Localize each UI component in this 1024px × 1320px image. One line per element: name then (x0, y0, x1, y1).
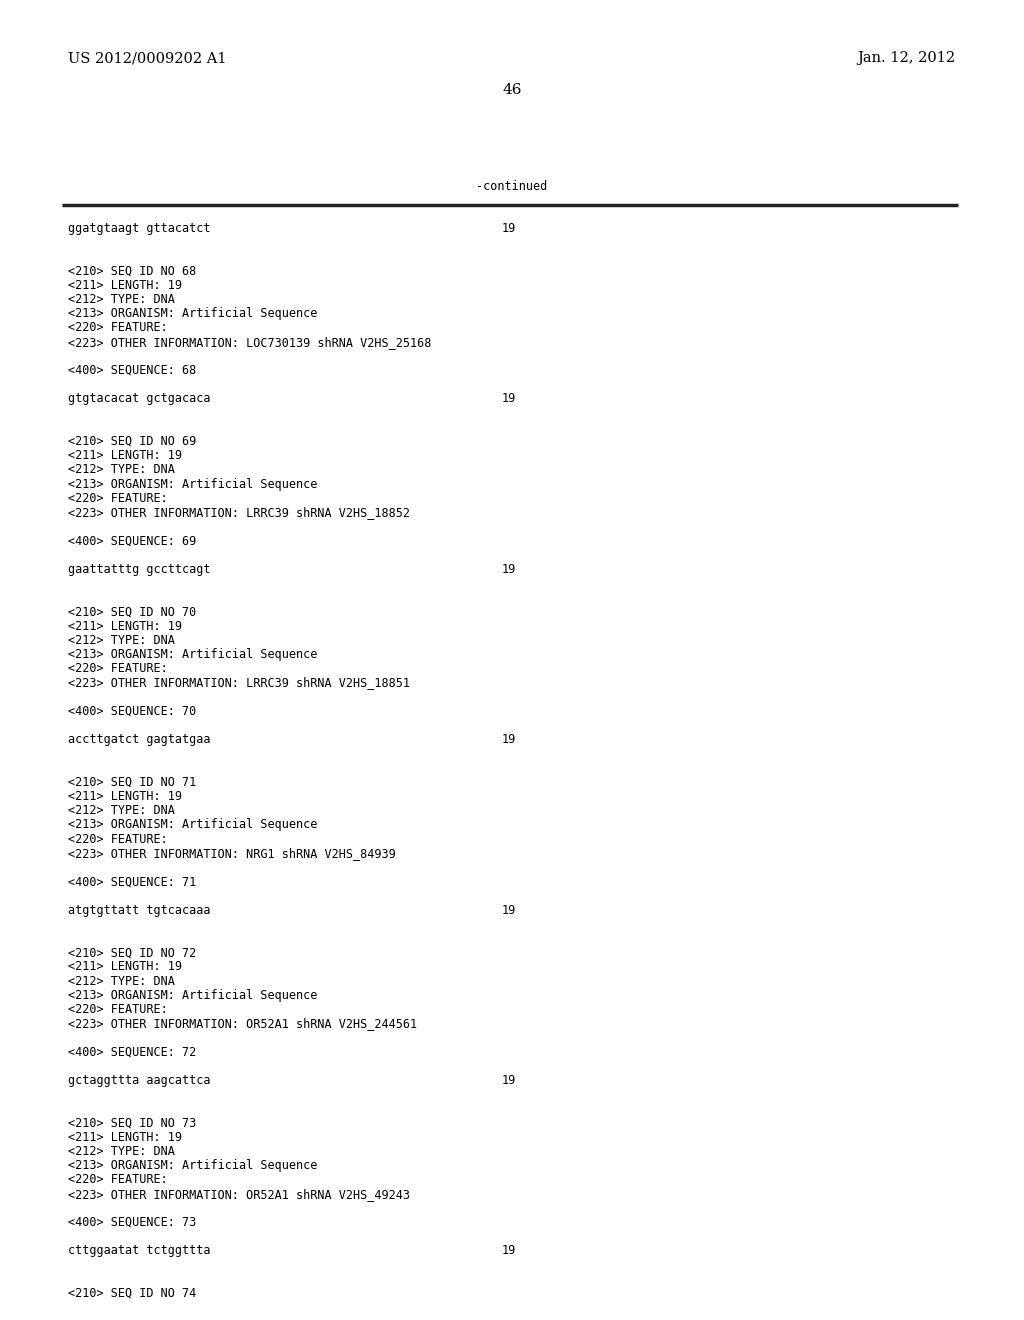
Text: <223> OTHER INFORMATION: NRG1 shRNA V2HS_84939: <223> OTHER INFORMATION: NRG1 shRNA V2HS… (68, 847, 395, 859)
Text: 19: 19 (502, 562, 516, 576)
Text: cttggaatat tctggttta: cttggaatat tctggttta (68, 1245, 211, 1258)
Text: <211> LENGTH: 19: <211> LENGTH: 19 (68, 279, 182, 292)
Text: <212> TYPE: DNA: <212> TYPE: DNA (68, 974, 175, 987)
Text: <212> TYPE: DNA: <212> TYPE: DNA (68, 1144, 175, 1158)
Text: <210> SEQ ID NO 70: <210> SEQ ID NO 70 (68, 606, 197, 618)
Text: <400> SEQUENCE: 71: <400> SEQUENCE: 71 (68, 875, 197, 888)
Text: <213> ORGANISM: Artificial Sequence: <213> ORGANISM: Artificial Sequence (68, 648, 317, 661)
Text: US 2012/0009202 A1: US 2012/0009202 A1 (68, 51, 226, 65)
Text: <213> ORGANISM: Artificial Sequence: <213> ORGANISM: Artificial Sequence (68, 818, 317, 832)
Text: 19: 19 (502, 1074, 516, 1086)
Text: <400> SEQUENCE: 70: <400> SEQUENCE: 70 (68, 705, 197, 718)
Text: <210> SEQ ID NO 72: <210> SEQ ID NO 72 (68, 946, 197, 960)
Text: <211> LENGTH: 19: <211> LENGTH: 19 (68, 449, 182, 462)
Text: <210> SEQ ID NO 74: <210> SEQ ID NO 74 (68, 1287, 197, 1300)
Text: <400> SEQUENCE: 72: <400> SEQUENCE: 72 (68, 1045, 197, 1059)
Text: <211> LENGTH: 19: <211> LENGTH: 19 (68, 789, 182, 803)
Text: <400> SEQUENCE: 69: <400> SEQUENCE: 69 (68, 535, 197, 548)
Text: 19: 19 (502, 1245, 516, 1258)
Text: <220> FEATURE:: <220> FEATURE: (68, 1173, 168, 1187)
Text: <211> LENGTH: 19: <211> LENGTH: 19 (68, 1131, 182, 1144)
Text: <220> FEATURE:: <220> FEATURE: (68, 492, 168, 504)
Text: gctaggttta aagcattca: gctaggttta aagcattca (68, 1074, 211, 1086)
Text: <213> ORGANISM: Artificial Sequence: <213> ORGANISM: Artificial Sequence (68, 308, 317, 321)
Text: atgtgttatt tgtcacaaa: atgtgttatt tgtcacaaa (68, 904, 211, 916)
Text: 19: 19 (502, 222, 516, 235)
Text: <210> SEQ ID NO 71: <210> SEQ ID NO 71 (68, 776, 197, 789)
Text: <220> FEATURE:: <220> FEATURE: (68, 833, 168, 846)
Text: <223> OTHER INFORMATION: LOC730139 shRNA V2HS_25168: <223> OTHER INFORMATION: LOC730139 shRNA… (68, 335, 431, 348)
Text: <213> ORGANISM: Artificial Sequence: <213> ORGANISM: Artificial Sequence (68, 1159, 317, 1172)
Text: 46: 46 (502, 83, 522, 96)
Text: <220> FEATURE:: <220> FEATURE: (68, 663, 168, 676)
Text: <212> TYPE: DNA: <212> TYPE: DNA (68, 293, 175, 306)
Text: <213> ORGANISM: Artificial Sequence: <213> ORGANISM: Artificial Sequence (68, 989, 317, 1002)
Text: <223> OTHER INFORMATION: OR52A1 shRNA V2HS_49243: <223> OTHER INFORMATION: OR52A1 shRNA V2… (68, 1188, 410, 1201)
Text: <213> ORGANISM: Artificial Sequence: <213> ORGANISM: Artificial Sequence (68, 478, 317, 491)
Text: <210> SEQ ID NO 68: <210> SEQ ID NO 68 (68, 264, 197, 277)
Text: <223> OTHER INFORMATION: OR52A1 shRNA V2HS_244561: <223> OTHER INFORMATION: OR52A1 shRNA V2… (68, 1018, 417, 1030)
Text: <400> SEQUENCE: 73: <400> SEQUENCE: 73 (68, 1216, 197, 1229)
Text: <220> FEATURE:: <220> FEATURE: (68, 321, 168, 334)
Text: <220> FEATURE:: <220> FEATURE: (68, 1003, 168, 1016)
Text: <223> OTHER INFORMATION: LRRC39 shRNA V2HS_18851: <223> OTHER INFORMATION: LRRC39 shRNA V2… (68, 676, 410, 689)
Text: <223> OTHER INFORMATION: LRRC39 shRNA V2HS_18852: <223> OTHER INFORMATION: LRRC39 shRNA V2… (68, 506, 410, 519)
Text: <211> LENGTH: 19: <211> LENGTH: 19 (68, 961, 182, 973)
Text: <400> SEQUENCE: 68: <400> SEQUENCE: 68 (68, 364, 197, 378)
Text: <212> TYPE: DNA: <212> TYPE: DNA (68, 804, 175, 817)
Text: -continued: -continued (476, 180, 548, 193)
Text: <210> SEQ ID NO 69: <210> SEQ ID NO 69 (68, 436, 197, 447)
Text: 19: 19 (502, 904, 516, 916)
Text: Jan. 12, 2012: Jan. 12, 2012 (857, 51, 955, 65)
Text: ggatgtaagt gttacatct: ggatgtaagt gttacatct (68, 222, 211, 235)
Text: 19: 19 (502, 733, 516, 746)
Text: accttgatct gagtatgaa: accttgatct gagtatgaa (68, 733, 211, 746)
Text: <212> TYPE: DNA: <212> TYPE: DNA (68, 634, 175, 647)
Text: <211> LENGTH: 19: <211> LENGTH: 19 (68, 619, 182, 632)
Text: <210> SEQ ID NO 73: <210> SEQ ID NO 73 (68, 1117, 197, 1130)
Text: gtgtacacat gctgacaca: gtgtacacat gctgacaca (68, 392, 211, 405)
Text: gaattatttg gccttcagt: gaattatttg gccttcagt (68, 562, 211, 576)
Text: 19: 19 (502, 392, 516, 405)
Text: <212> TYPE: DNA: <212> TYPE: DNA (68, 463, 175, 477)
